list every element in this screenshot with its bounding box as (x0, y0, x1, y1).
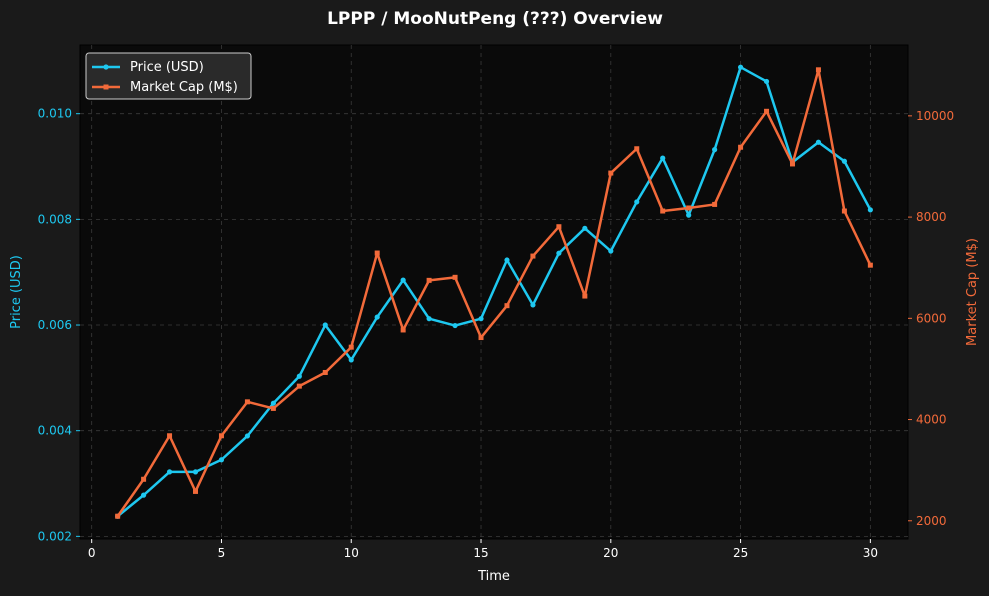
y-right-tick-label: 2000 (916, 514, 947, 528)
price-point (660, 155, 666, 161)
x-axis-label: Time (477, 569, 510, 584)
series-line-price (116, 65, 872, 518)
market-cap-point (426, 277, 432, 283)
market-cap-point (400, 327, 406, 333)
market-cap-point (764, 108, 770, 114)
market-cap-point (660, 208, 666, 214)
price-point (686, 212, 692, 218)
price-point (841, 158, 848, 164)
legend-label-market-cap: Market Cap (M$) (130, 80, 238, 95)
market-cap-point (582, 293, 588, 299)
price-point (166, 469, 173, 475)
chart-title: LPPP / MooNutPeng (???) Overview (327, 9, 663, 29)
series-line-market-cap (116, 68, 872, 517)
y-left-tick-label: 0.008 (38, 212, 72, 226)
y-right-tick-label: 8000 (916, 210, 947, 224)
y-axis-label-left: Price (USD) (9, 255, 24, 329)
price-point (452, 322, 458, 329)
axis-ticks: 0 5 10 15 20 25 30 0.002 0.004 0.006 0.008 0.010 200… (38, 107, 955, 560)
y-left-tick-label: 0.002 (38, 529, 72, 543)
price-point (322, 322, 328, 328)
x-tick-label: 25 (733, 546, 748, 560)
y-right-tick-label: 4000 (916, 413, 947, 427)
legend-marker-market-cap (103, 84, 109, 90)
y-left-tick-label: 0.004 (38, 424, 72, 438)
price-point (608, 248, 614, 254)
price-point (374, 314, 380, 320)
price-point (712, 147, 718, 153)
market-cap-point (841, 208, 847, 214)
price-point (218, 457, 225, 463)
market-cap-point (348, 344, 354, 350)
market-cap-point (141, 476, 147, 482)
market-cap-point (322, 369, 328, 375)
price-point (270, 400, 276, 406)
market-cap-point (530, 253, 536, 259)
market-cap-point (867, 262, 873, 268)
grid-lines (80, 45, 908, 539)
price-point (348, 357, 354, 363)
price-point (763, 78, 770, 85)
price-point (192, 469, 199, 475)
legend-label-price: Price (USD) (130, 60, 204, 75)
market-cap-point (115, 513, 121, 519)
market-cap-point (712, 201, 718, 207)
market-cap-point (815, 67, 821, 73)
y-right-tick-label: 10000 (916, 109, 954, 123)
x-tick-label: 15 (473, 546, 488, 560)
price-point (556, 250, 562, 256)
market-cap-point (556, 224, 562, 230)
market-cap-point (608, 170, 614, 176)
market-cap-point (452, 274, 458, 280)
x-tick-label: 10 (344, 546, 359, 560)
market-cap-point (789, 161, 795, 167)
market-cap-point (193, 488, 199, 494)
price-point (634, 199, 640, 205)
market-cap-point (244, 399, 250, 405)
price-point (815, 139, 822, 145)
market-cap-point (504, 303, 510, 309)
price-point (478, 316, 484, 322)
market-cap-point (634, 146, 640, 152)
y-left-tick-label: 0.010 (38, 107, 72, 121)
market-cap-point (218, 433, 224, 439)
series-layer (115, 64, 873, 519)
x-tick-label: 30 (863, 546, 878, 560)
legend-marker-price (103, 64, 109, 70)
price-point (400, 277, 406, 283)
price-point (426, 316, 432, 322)
y-left-tick-label: 0.006 (38, 318, 72, 332)
price-point (296, 373, 302, 379)
price-point (867, 207, 873, 213)
legend: Price (USD) Market Cap (M$) (85, 52, 252, 100)
x-tick-label: 0 (88, 546, 96, 560)
market-cap-point (167, 433, 173, 439)
market-cap-point (686, 205, 692, 211)
price-point (737, 64, 744, 70)
market-cap-point (738, 144, 744, 150)
price-point (140, 492, 147, 498)
price-point (582, 225, 588, 231)
x-tick-label: 5 (218, 546, 226, 560)
price-point (504, 257, 510, 263)
market-cap-point (374, 250, 380, 256)
y-axis-label-right: Market Cap (M$) (965, 238, 980, 346)
x-tick-label: 20 (603, 546, 618, 560)
y-right-tick-label: 6000 (916, 311, 947, 325)
market-cap-point (478, 335, 484, 341)
legend-box (85, 52, 252, 100)
price-point (530, 302, 536, 308)
market-cap-point (296, 383, 302, 389)
market-cap-point (270, 405, 276, 411)
price-point (244, 433, 251, 439)
